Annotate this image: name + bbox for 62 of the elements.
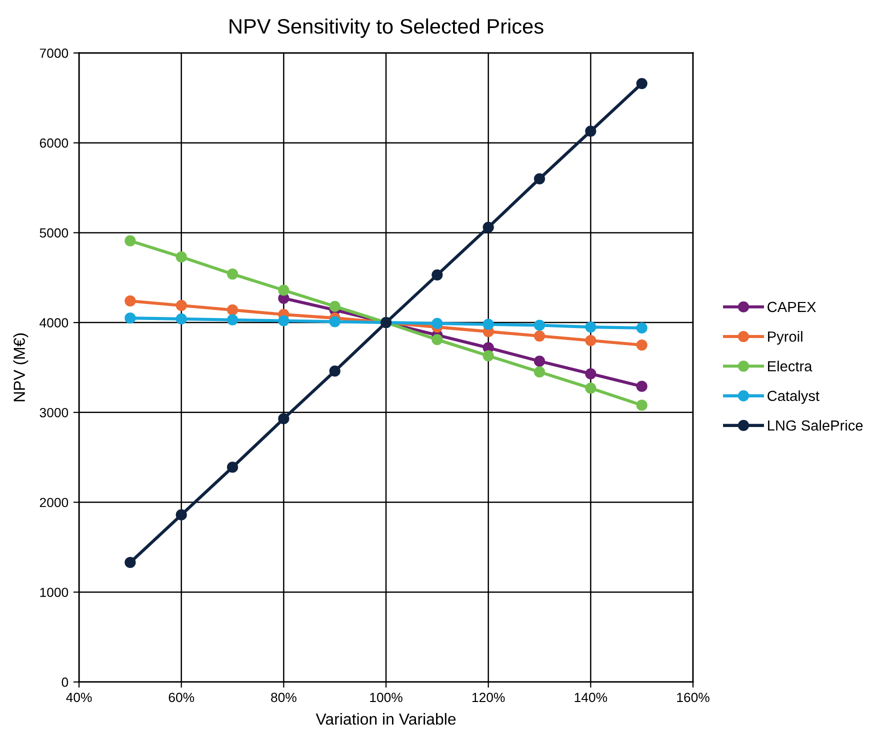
point <box>585 382 596 394</box>
point <box>585 368 596 380</box>
x-tick-label: 40% <box>66 692 92 702</box>
point <box>482 350 494 362</box>
point <box>124 235 136 246</box>
point <box>585 334 596 346</box>
point <box>226 314 238 326</box>
point <box>278 413 290 424</box>
x-axis-title: Variation in Variable <box>316 713 456 725</box>
point <box>636 322 648 334</box>
y-axis-title: NPV (M€) <box>13 333 28 402</box>
point <box>585 321 596 333</box>
point <box>432 318 443 330</box>
point <box>432 334 443 346</box>
point <box>124 312 136 324</box>
legend-label: Electra <box>768 360 812 372</box>
point <box>636 380 648 392</box>
x-tick-label: 160% <box>677 692 710 702</box>
point <box>329 366 340 377</box>
legend-label: Catalyst <box>768 390 820 404</box>
point <box>534 330 546 342</box>
point <box>636 78 648 90</box>
point <box>636 339 648 351</box>
x-tick-label: 100% <box>370 692 402 702</box>
y-tick-label: 4000 <box>40 318 68 328</box>
point <box>482 318 494 330</box>
legend-label: Pyroil <box>768 331 802 345</box>
point <box>226 462 238 473</box>
x-tick-label: 80% <box>271 692 296 702</box>
legend-label: CAPEX <box>768 302 816 312</box>
point <box>226 268 238 280</box>
point <box>278 284 290 296</box>
y-tick-label: 7000 <box>40 48 68 58</box>
point <box>534 366 546 378</box>
y-tick-label: 0 <box>62 678 68 687</box>
point <box>534 173 546 184</box>
point <box>176 313 187 325</box>
point <box>176 300 187 312</box>
point <box>124 295 136 307</box>
point <box>585 126 596 137</box>
point <box>124 556 136 568</box>
point <box>482 222 494 233</box>
point <box>534 320 546 331</box>
point <box>534 356 546 367</box>
x-tick-label: 140% <box>574 692 608 702</box>
point <box>278 315 290 326</box>
x-tick-label: 60% <box>168 692 194 702</box>
chart-title: NPV Sensitivity to Selected Prices <box>230 18 544 38</box>
x-tick-label: 120% <box>472 692 505 702</box>
legend-label: LNG SalePrice <box>768 420 863 431</box>
point <box>432 269 443 280</box>
y-tick-label: 2000 <box>40 498 68 508</box>
point <box>636 400 648 411</box>
y-tick-label: 3000 <box>40 408 68 418</box>
point <box>329 316 340 328</box>
point <box>329 300 340 312</box>
y-tick-label: 5000 <box>40 228 68 238</box>
point <box>176 509 187 520</box>
y-tick-label: 1000 <box>40 588 68 598</box>
y-tick-label: 6000 <box>40 138 68 148</box>
point <box>226 304 238 316</box>
point <box>176 251 187 263</box>
